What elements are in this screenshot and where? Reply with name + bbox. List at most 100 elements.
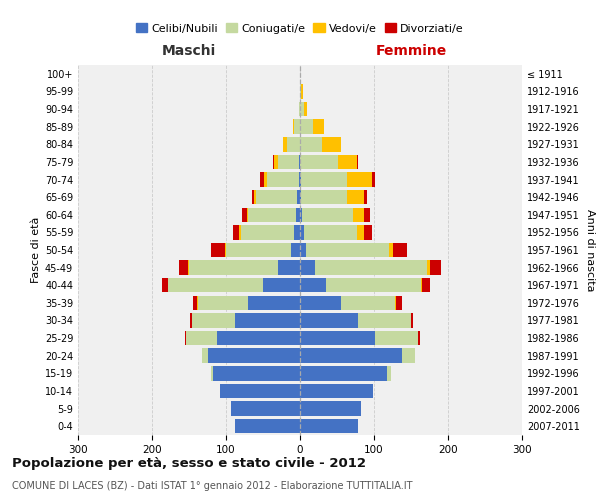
- Bar: [168, 278, 263, 292]
- Bar: [235, 419, 300, 434]
- Bar: [338, 154, 357, 169]
- Bar: [167, 278, 168, 292]
- Bar: [322, 137, 341, 152]
- Bar: [248, 296, 300, 310]
- Bar: [239, 225, 241, 240]
- Bar: [300, 120, 313, 134]
- Bar: [347, 172, 372, 186]
- Bar: [300, 348, 402, 363]
- Bar: [301, 190, 347, 204]
- Bar: [241, 225, 294, 240]
- Bar: [220, 384, 300, 398]
- Bar: [300, 331, 376, 345]
- Bar: [430, 260, 440, 275]
- Bar: [313, 120, 325, 134]
- Bar: [226, 243, 291, 257]
- Bar: [300, 137, 322, 152]
- Bar: [193, 296, 197, 310]
- Bar: [364, 208, 370, 222]
- Bar: [190, 314, 192, 328]
- Bar: [186, 331, 217, 345]
- Bar: [300, 296, 341, 310]
- Bar: [291, 243, 300, 257]
- Bar: [231, 402, 300, 416]
- Bar: [242, 208, 247, 222]
- Bar: [287, 137, 300, 152]
- Text: Popolazione per età, sesso e stato civile - 2012: Popolazione per età, sesso e stato civil…: [12, 458, 366, 470]
- Bar: [388, 366, 391, 380]
- Bar: [189, 260, 278, 275]
- Bar: [396, 296, 402, 310]
- Bar: [161, 278, 167, 292]
- Bar: [300, 366, 388, 380]
- Bar: [300, 154, 338, 169]
- Bar: [217, 331, 300, 345]
- Bar: [376, 331, 418, 345]
- Bar: [300, 419, 358, 434]
- Bar: [208, 348, 300, 363]
- Bar: [395, 296, 396, 310]
- Bar: [235, 314, 300, 328]
- Text: COMUNE DI LACES (BZ) - Dati ISTAT 1° gennaio 2012 - Elaborazione TUTTITALIA.IT: COMUNE DI LACES (BZ) - Dati ISTAT 1° gen…: [12, 481, 413, 491]
- Bar: [278, 260, 300, 275]
- Bar: [224, 243, 226, 257]
- Bar: [233, 225, 239, 240]
- Bar: [299, 154, 300, 169]
- Bar: [197, 296, 198, 310]
- Bar: [402, 348, 415, 363]
- Bar: [192, 314, 235, 328]
- Bar: [372, 172, 376, 186]
- Bar: [260, 172, 264, 186]
- Bar: [300, 278, 326, 292]
- Bar: [300, 208, 302, 222]
- Bar: [202, 348, 208, 363]
- Bar: [301, 84, 303, 98]
- Bar: [427, 260, 430, 275]
- Bar: [294, 120, 300, 134]
- Bar: [302, 208, 353, 222]
- Bar: [357, 225, 364, 240]
- Bar: [185, 331, 186, 345]
- Bar: [300, 384, 373, 398]
- Bar: [283, 137, 287, 152]
- Bar: [301, 172, 347, 186]
- Bar: [364, 190, 367, 204]
- Bar: [421, 278, 422, 292]
- Bar: [274, 154, 278, 169]
- Bar: [304, 102, 307, 117]
- Bar: [248, 208, 296, 222]
- Bar: [300, 260, 315, 275]
- Bar: [268, 172, 299, 186]
- Bar: [422, 278, 430, 292]
- Bar: [198, 296, 248, 310]
- Text: Maschi: Maschi: [162, 44, 216, 58]
- Bar: [306, 243, 389, 257]
- Bar: [300, 102, 304, 117]
- Bar: [358, 314, 411, 328]
- Bar: [247, 208, 248, 222]
- Bar: [326, 278, 421, 292]
- Bar: [353, 208, 364, 222]
- Bar: [300, 190, 301, 204]
- Bar: [296, 208, 300, 222]
- Bar: [256, 190, 297, 204]
- Bar: [300, 172, 301, 186]
- Y-axis label: Fasce di età: Fasce di età: [31, 217, 41, 283]
- Bar: [300, 402, 361, 416]
- Bar: [299, 102, 300, 117]
- Bar: [364, 225, 372, 240]
- Bar: [264, 172, 268, 186]
- Y-axis label: Anni di nascita: Anni di nascita: [585, 209, 595, 291]
- Bar: [392, 243, 407, 257]
- Bar: [278, 154, 299, 169]
- Bar: [211, 243, 224, 257]
- Bar: [300, 243, 306, 257]
- Bar: [347, 190, 364, 204]
- Bar: [299, 172, 300, 186]
- Text: Femmine: Femmine: [376, 44, 446, 58]
- Bar: [212, 366, 300, 380]
- Bar: [211, 366, 212, 380]
- Bar: [263, 278, 300, 292]
- Bar: [341, 296, 395, 310]
- Legend: Celibi/Nubili, Coniugati/e, Vedovi/e, Divorziati/e: Celibi/Nubili, Coniugati/e, Vedovi/e, Di…: [132, 19, 468, 38]
